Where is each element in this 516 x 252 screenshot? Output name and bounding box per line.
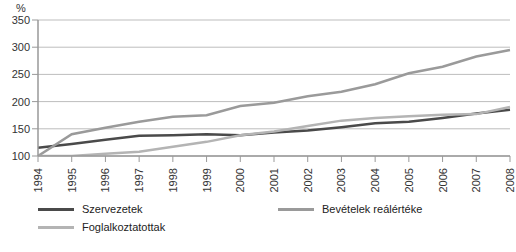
svg-text:1997: 1997	[133, 168, 145, 192]
svg-text:2002: 2002	[302, 168, 314, 192]
svg-text:2006: 2006	[437, 168, 449, 192]
svg-text:150: 150	[12, 123, 30, 135]
svg-text:1999: 1999	[201, 168, 213, 192]
svg-text:2000: 2000	[234, 168, 246, 192]
svg-text:200: 200	[12, 96, 30, 108]
html-text:Foglalkoztatottak: Foglalkoztatottak	[82, 221, 166, 233]
svg-text:300: 300	[12, 41, 30, 53]
svg-text:350: 350	[12, 14, 30, 26]
html-text:Szervezetek: Szervezetek	[82, 203, 143, 215]
svg-text:1998: 1998	[167, 168, 179, 192]
svg-text:2003: 2003	[335, 168, 347, 192]
html-text:Bevételek reálértéke: Bevételek reálértéke	[322, 203, 423, 215]
svg-text:1994: 1994	[32, 168, 44, 192]
svg-text:2004: 2004	[369, 168, 381, 192]
svg-text:2005: 2005	[403, 168, 415, 192]
svg-text:2001: 2001	[268, 168, 280, 192]
svg-text:2008: 2008	[504, 168, 508, 192]
svg-text:1996: 1996	[99, 168, 111, 192]
svg-text:100: 100	[12, 150, 30, 162]
svg-text:1995: 1995	[66, 168, 78, 192]
svg-text:250: 250	[12, 68, 30, 80]
svg-text:2007: 2007	[470, 168, 482, 192]
